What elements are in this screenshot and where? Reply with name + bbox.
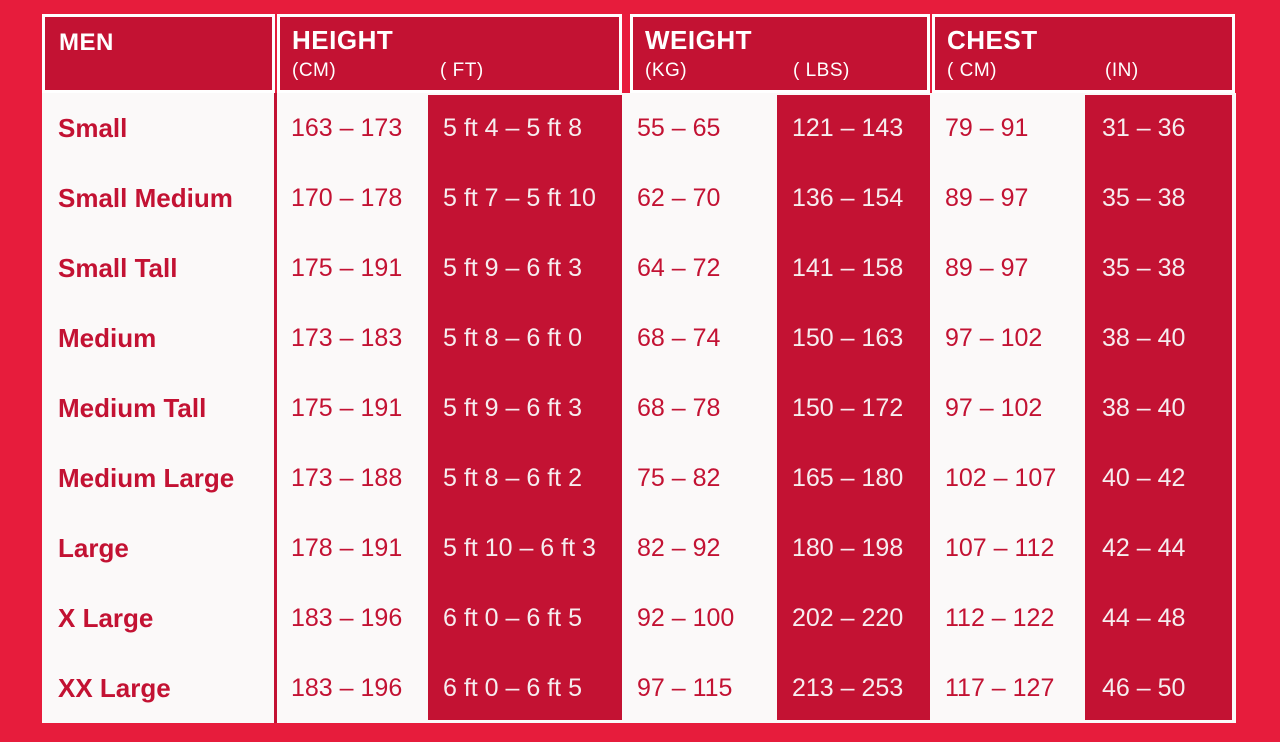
height-ft-column-band bbox=[428, 95, 622, 720]
cell-height-cm: 173 – 188 bbox=[291, 463, 403, 492]
chest-header-label: CHEST bbox=[947, 25, 1038, 55]
cell-chest-cm: 117 – 127 bbox=[945, 673, 1055, 702]
cell-size-label: Medium bbox=[58, 322, 157, 353]
cell-weight-lbs: 180 – 198 bbox=[792, 533, 904, 562]
table-row: Small Medium 170 – 178 5 ft 7 – 5 ft 10 62 … bbox=[42, 163, 1236, 233]
chest-unit-in: (IN) bbox=[1105, 60, 1139, 81]
weight-unit-kg: (KG) bbox=[645, 60, 688, 81]
height-header-label: HEIGHT bbox=[292, 25, 394, 55]
weight-unit-lbs: ( LBS) bbox=[793, 60, 850, 81]
cell-size-label: Medium Tall bbox=[58, 392, 207, 423]
cell-height-ft: 6 ft 0 – 6 ft 5 bbox=[443, 603, 582, 632]
cell-weight-lbs: 136 – 154 bbox=[792, 183, 904, 212]
cell-height-ft: 5 ft 4 – 5 ft 8 bbox=[443, 113, 582, 142]
cell-size-label: X Large bbox=[58, 602, 154, 633]
cell-chest-in: 31 – 36 bbox=[1102, 113, 1186, 142]
cell-weight-lbs: 121 – 143 bbox=[792, 113, 904, 142]
cell-height-ft: 5 ft 8 – 6 ft 2 bbox=[443, 463, 582, 492]
cell-chest-in: 46 – 50 bbox=[1102, 673, 1186, 702]
cell-height-cm: 178 – 191 bbox=[291, 533, 403, 562]
cell-weight-kg: 68 – 78 bbox=[637, 393, 721, 422]
cell-weight-lbs: 150 – 172 bbox=[792, 393, 904, 422]
header-cell-men: MEN bbox=[42, 14, 275, 93]
height-unit-cm: (CM) bbox=[292, 60, 337, 81]
cell-chest-cm: 97 – 102 bbox=[945, 393, 1043, 422]
table-row: Small 163 – 173 5 ft 4 – 5 ft 8 55 – 65 121 … bbox=[42, 93, 1236, 163]
cell-weight-lbs: 141 – 158 bbox=[792, 253, 904, 282]
cell-chest-in: 44 – 48 bbox=[1102, 603, 1186, 632]
cell-chest-in: 38 – 40 bbox=[1102, 323, 1186, 352]
cell-weight-kg: 92 – 100 bbox=[637, 603, 735, 632]
cell-chest-cm: 79 – 91 bbox=[945, 113, 1029, 142]
table-row: Medium 173 – 183 5 ft 8 – 6 ft 0 68 – 74 150… bbox=[42, 303, 1236, 373]
cell-height-cm: 163 – 173 bbox=[291, 113, 403, 142]
gender-label: MEN bbox=[59, 29, 114, 56]
cell-height-ft: 5 ft 9 – 6 ft 3 bbox=[443, 253, 582, 282]
cell-weight-lbs: 165 – 180 bbox=[792, 463, 904, 492]
cell-chest-cm: 97 – 102 bbox=[945, 323, 1043, 352]
cell-chest-in: 40 – 42 bbox=[1102, 463, 1186, 492]
chest-in-column-band bbox=[1085, 95, 1232, 720]
cell-weight-kg: 62 – 70 bbox=[637, 183, 721, 212]
cell-weight-kg: 68 – 74 bbox=[637, 323, 721, 352]
cell-weight-kg: 82 – 92 bbox=[637, 533, 721, 562]
weight-lbs-column-band bbox=[777, 95, 930, 720]
chest-unit-cm: ( CM) bbox=[947, 60, 997, 81]
cell-size-label: Medium Large bbox=[58, 462, 235, 493]
height-unit-ft: ( FT) bbox=[440, 60, 484, 81]
header-cell-chest: CHEST ( CM) (IN) bbox=[932, 14, 1235, 93]
cell-chest-cm: 112 – 122 bbox=[945, 603, 1055, 632]
cell-weight-kg: 97 – 115 bbox=[637, 673, 733, 702]
cell-weight-kg: 64 – 72 bbox=[637, 253, 721, 282]
table-row: Small Tall 175 – 191 5 ft 9 – 6 ft 3 64 – 7… bbox=[42, 233, 1236, 303]
cell-height-ft: 5 ft 10 – 6 ft 3 bbox=[443, 533, 596, 562]
table-row: Medium Large 173 – 188 5 ft 8 – 6 ft 2 75 –… bbox=[42, 443, 1236, 513]
cell-size-label: Small Medium bbox=[58, 182, 233, 213]
header-cell-weight: WEIGHT (KG) ( LBS) bbox=[630, 14, 930, 93]
cell-chest-cm: 107 – 112 bbox=[945, 533, 1055, 562]
cell-weight-lbs: 150 – 163 bbox=[792, 323, 904, 352]
cell-height-ft: 5 ft 8 – 6 ft 0 bbox=[443, 323, 582, 352]
cell-height-cm: 183 – 196 bbox=[291, 673, 403, 702]
cell-chest-in: 38 – 40 bbox=[1102, 393, 1186, 422]
cell-height-ft: 5 ft 9 – 6 ft 3 bbox=[443, 393, 582, 422]
cell-height-cm: 173 – 183 bbox=[291, 323, 403, 352]
cell-chest-in: 35 – 38 bbox=[1102, 183, 1186, 212]
cell-height-cm: 170 – 178 bbox=[291, 183, 403, 212]
cell-weight-lbs: 213 – 253 bbox=[792, 673, 904, 702]
cell-height-cm: 183 – 196 bbox=[291, 603, 403, 632]
table-row: Large 178 – 191 5 ft 10 – 6 ft 3 82 – 92 180… bbox=[42, 513, 1236, 583]
size-chart-table: MEN HEIGHT (CM) ( FT) WEIGHT (KG) ( LBS)… bbox=[42, 14, 1236, 723]
cell-chest-cm: 102 – 107 bbox=[945, 463, 1057, 492]
cell-height-cm: 175 – 191 bbox=[291, 253, 403, 282]
cell-chest-in: 35 – 38 bbox=[1102, 253, 1186, 282]
weight-header-label: WEIGHT bbox=[645, 25, 752, 55]
cell-size-label: Small Tall bbox=[58, 252, 178, 283]
cell-chest-cm: 89 – 97 bbox=[945, 183, 1029, 212]
cell-weight-lbs: 202 – 220 bbox=[792, 603, 904, 632]
cell-weight-kg: 55 – 65 bbox=[637, 113, 721, 142]
table-row: XX Large 183 – 196 6 ft 0 – 6 ft 5 97 – 115… bbox=[42, 653, 1236, 723]
cell-weight-kg: 75 – 82 bbox=[637, 463, 721, 492]
cell-size-label: XX Large bbox=[58, 672, 171, 703]
cell-chest-cm: 89 – 97 bbox=[945, 253, 1029, 282]
table-row: Medium Tall 175 – 191 5 ft 9 – 6 ft 3 68 – … bbox=[42, 373, 1236, 443]
cell-height-ft: 5 ft 7 – 5 ft 10 bbox=[443, 183, 596, 212]
table-body-rows: Small 163 – 173 5 ft 4 – 5 ft 8 55 – 65 121 … bbox=[42, 93, 1236, 723]
cell-size-label: Large bbox=[58, 532, 129, 563]
table-body: Small 163 – 173 5 ft 4 – 5 ft 8 55 – 65 121 … bbox=[42, 93, 1236, 723]
cell-chest-in: 42 – 44 bbox=[1102, 533, 1186, 562]
cell-size-label: Small bbox=[58, 112, 128, 143]
size-column-divider bbox=[274, 93, 277, 723]
header-cell-height: HEIGHT (CM) ( FT) bbox=[277, 14, 622, 93]
cell-height-cm: 175 – 191 bbox=[291, 393, 403, 422]
cell-height-ft: 6 ft 0 – 6 ft 5 bbox=[443, 673, 582, 702]
table-row: X Large 183 – 196 6 ft 0 – 6 ft 5 92 – 100 2… bbox=[42, 583, 1236, 653]
